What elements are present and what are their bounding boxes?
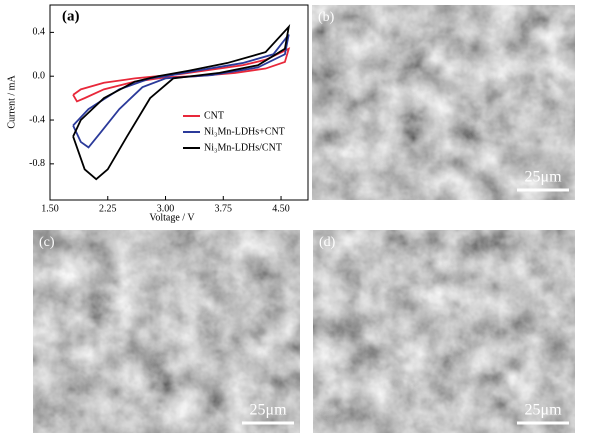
x-tick-label: 2.25 [99,203,117,214]
legend-label: Ni₃Mn-LDHs/CNT [204,142,282,153]
y-axis-label: Current / mA [6,75,17,129]
x-tick-label: 1.50 [41,203,59,214]
y-tick-label: -0.8 [29,158,45,169]
panel-label: (a) [62,8,80,24]
x-axis-label: Voltage / V [149,212,195,223]
scale-bar-label: 25μm [524,402,562,419]
x-tick-label: 4.50 [272,203,290,214]
panel-label: (b) [318,10,335,25]
legend-label: Ni₃Mn-LDHs+CNT [204,126,285,137]
cv-curve [72,47,291,103]
sem-image [33,230,300,433]
plot-frame [49,4,309,201]
scale-bar-label: 25μm [249,402,287,419]
panel-label: (d) [319,235,336,250]
y-tick-label: 0.4 [33,27,46,38]
x-tick-label: 3.00 [157,203,175,214]
cv-curve [72,24,291,181]
sem-image [313,230,575,433]
panel-label: (c) [39,235,55,250]
y-tick-label: 0.0 [33,71,46,82]
x-tick-label: 3.75 [215,203,233,214]
legend-label: CNT [204,110,224,121]
y-tick-label: -0.4 [29,114,45,125]
sem-image [312,5,575,200]
scale-bar-label: 25μm [524,169,562,186]
